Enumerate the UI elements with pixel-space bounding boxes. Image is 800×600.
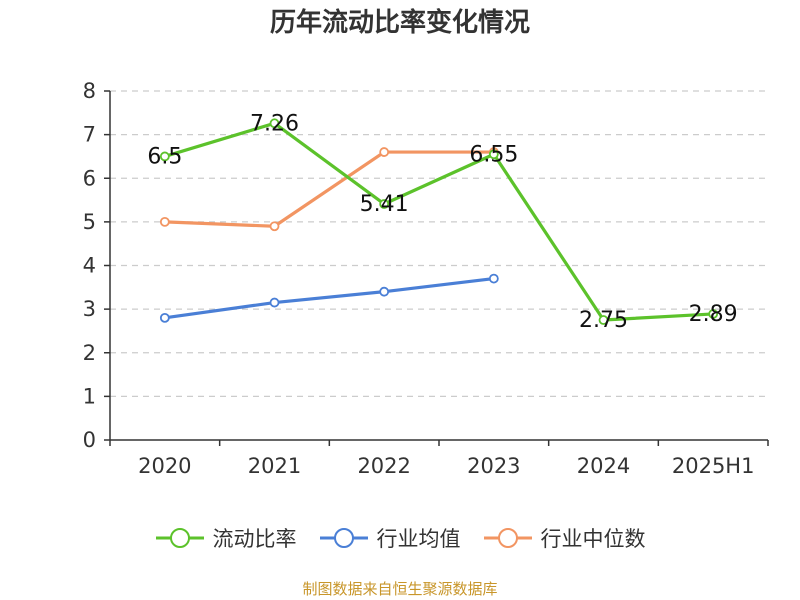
data-label: 7.26 <box>250 111 299 136</box>
y-tick-label: 5 <box>83 210 96 234</box>
data-label: 6.5 <box>147 144 182 169</box>
y-tick-label: 7 <box>83 123 96 147</box>
legend-label: 流动比率 <box>212 527 297 551</box>
y-tick-label: 3 <box>83 297 96 321</box>
axes: 0 1 2 3 4 5 6 7 8 2020 2021 2022 2023 2024 2025H1 <box>83 79 769 478</box>
chart-title: 历年流动比率变化情况 <box>269 8 530 38</box>
x-tick-label: 2023 <box>467 454 520 478</box>
y-tick-label: 0 <box>83 428 96 452</box>
data-label: 2.89 <box>689 302 738 327</box>
legend-marker-icon <box>319 528 368 548</box>
data-point <box>269 118 280 129</box>
data-point <box>159 151 170 162</box>
legend-item[interactable]: 行业中位数 <box>483 523 646 553</box>
y-tick-label: 8 <box>83 79 96 103</box>
data-point <box>488 273 499 284</box>
data-labels: 6.5 7.26 5.41 6.55 2.75 2.89 <box>147 111 737 333</box>
data-point <box>269 297 280 308</box>
data-point <box>488 149 499 160</box>
legend-circle <box>497 528 518 548</box>
y-tick-label: 2 <box>83 341 96 365</box>
series-lines <box>159 118 719 325</box>
data-point <box>379 199 390 209</box>
legend: 流动比率 行业均值 行业中位数 <box>0 518 800 558</box>
legend-marker-icon <box>483 528 532 548</box>
data-point <box>159 312 170 323</box>
legend-item[interactable]: 流动比率 <box>155 523 297 553</box>
source-note: 制图数据来自恒生聚源数据库 <box>302 580 498 598</box>
data-point <box>598 315 609 325</box>
data-point <box>708 309 719 319</box>
series-line <box>164 150 494 228</box>
series-line <box>164 121 714 322</box>
x-tick-label: 2020 <box>138 454 191 478</box>
series-line <box>164 276 495 320</box>
data-point <box>269 221 280 232</box>
legend-circle <box>333 528 354 548</box>
x-tick-label: 2024 <box>577 454 630 478</box>
legend-marker-icon <box>155 528 204 548</box>
legend-circle <box>169 528 190 548</box>
y-tick-label: 6 <box>83 166 96 190</box>
data-point <box>159 216 170 227</box>
legend-label: 行业均值 <box>376 527 461 551</box>
grid-lines <box>110 90 768 397</box>
x-tick-label: 2025H1 <box>672 454 755 478</box>
y-tick-label: 4 <box>83 254 96 278</box>
data-point <box>379 147 390 157</box>
data-label: 5.41 <box>360 192 409 217</box>
legend-label: 行业中位数 <box>540 527 646 551</box>
x-tick-label: 2021 <box>248 454 301 478</box>
data-label: 2.75 <box>579 308 628 333</box>
data-label: 6.55 <box>469 142 518 167</box>
y-tick-label: 1 <box>83 384 96 408</box>
legend-item[interactable]: 行业均值 <box>319 523 461 553</box>
x-tick-label: 2022 <box>357 454 410 478</box>
data-point <box>379 286 390 297</box>
